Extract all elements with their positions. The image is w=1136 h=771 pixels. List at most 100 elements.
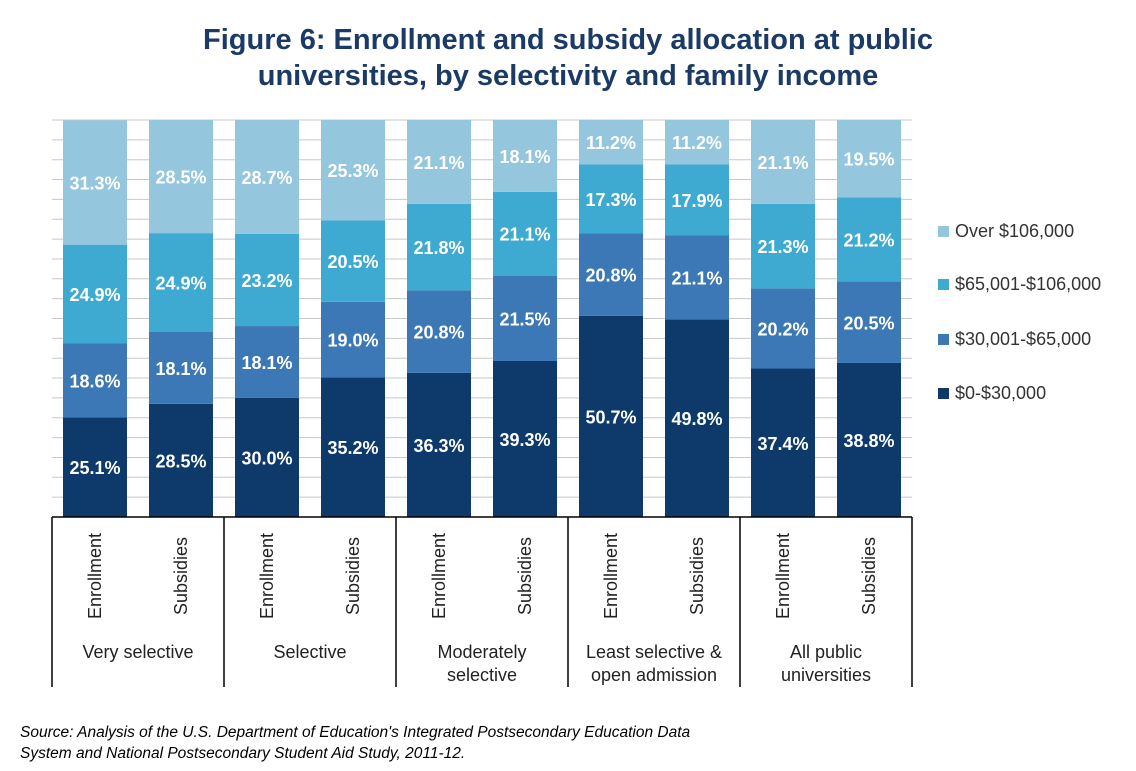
bar-segment	[235, 397, 299, 517]
data-label: 18.1%	[499, 147, 550, 167]
group-label: All public	[790, 642, 862, 662]
bar-segment	[493, 360, 557, 517]
data-label: 21.8%	[413, 238, 464, 258]
bar-segment	[63, 120, 127, 245]
group-label: Least selective &	[586, 642, 722, 662]
data-label: 23.2%	[241, 271, 292, 291]
data-label: 20.2%	[757, 319, 808, 339]
data-label: 20.5%	[843, 313, 894, 333]
data-label: 21.3%	[757, 237, 808, 257]
data-label: 38.8%	[843, 431, 894, 451]
bar-category-label: Subsidies	[343, 537, 363, 615]
legend-label: $65,001-$106,000	[955, 274, 1101, 294]
chart-title: Figure 6: Enrollment and subsidy allocat…	[0, 22, 1136, 94]
bar-segment	[837, 120, 901, 198]
legend-swatch	[938, 388, 949, 399]
data-label: 28.5%	[155, 451, 206, 471]
data-label: 18.6%	[69, 371, 120, 391]
legend-label: $0-$30,000	[955, 383, 1046, 403]
bar-segment	[149, 331, 213, 404]
data-label: 19.0%	[327, 331, 378, 351]
bar-segment	[751, 288, 815, 369]
data-label: 18.1%	[155, 359, 206, 379]
bar-segment	[235, 233, 299, 327]
bar-segment	[321, 377, 385, 517]
bar-category-label: Enrollment	[601, 533, 621, 619]
data-label: 36.3%	[413, 436, 464, 456]
bar-segment	[63, 343, 127, 418]
bar-segment	[579, 315, 643, 517]
data-label: 28.5%	[155, 168, 206, 188]
data-label: 35.2%	[327, 438, 378, 458]
data-label: 18.1%	[241, 353, 292, 373]
data-label: 39.3%	[499, 430, 550, 450]
bar-category-label: Subsidies	[859, 537, 879, 615]
source-note: Source: Analysis of the U.S. Department …	[20, 722, 840, 764]
data-label: 21.1%	[671, 268, 722, 288]
bar-category-label: Enrollment	[773, 533, 793, 619]
data-label: 20.5%	[327, 252, 378, 272]
legend-label: Over $106,000	[955, 221, 1074, 241]
source-note-line-1: Source: Analysis of the U.S. Department …	[20, 724, 691, 741]
data-label: 20.8%	[585, 265, 636, 285]
legend-swatch	[938, 279, 949, 290]
data-label: 17.3%	[585, 190, 636, 210]
bar-segment	[751, 368, 815, 517]
bar-segment	[751, 120, 815, 204]
bar-segment	[493, 191, 557, 276]
data-label: 20.8%	[413, 323, 464, 343]
bar-segment	[149, 120, 213, 234]
bar-segment	[321, 120, 385, 221]
bar-segment	[751, 203, 815, 289]
group-label: universities	[781, 665, 871, 685]
data-label: 25.3%	[327, 161, 378, 181]
bar-segment	[665, 235, 729, 320]
source-note-line-2: System and National Postsecondary Studen…	[20, 745, 466, 762]
data-label: 17.9%	[671, 191, 722, 211]
legend-swatch	[938, 226, 949, 237]
bar-segment	[407, 372, 471, 517]
data-label: 28.7%	[241, 168, 292, 188]
group-label: Selective	[273, 642, 346, 662]
bar-segment	[235, 326, 299, 398]
bar-category-label: Enrollment	[85, 533, 105, 619]
bar-segment	[837, 197, 901, 282]
bar-segment	[235, 120, 299, 234]
data-label: 31.3%	[69, 174, 120, 194]
bar-segment	[407, 203, 471, 291]
data-label: 11.2%	[672, 133, 722, 153]
bar-segment	[837, 281, 901, 363]
data-label: 21.1%	[757, 153, 808, 173]
bar-segment	[321, 220, 385, 302]
chart-title-line-2: universities, by selectivity and family …	[257, 60, 879, 92]
legend-swatch	[938, 334, 949, 345]
group-label: selective	[447, 665, 517, 685]
data-label: 24.9%	[69, 285, 120, 305]
group-label: open admission	[591, 665, 717, 685]
data-label: 37.4%	[757, 434, 808, 454]
data-label: 24.9%	[155, 274, 206, 294]
bar-segment	[407, 290, 471, 373]
data-label: 19.5%	[843, 150, 894, 170]
data-label: 21.1%	[499, 225, 550, 245]
bar-segment	[149, 403, 213, 517]
bar-segment	[665, 319, 729, 517]
bar-segment	[407, 120, 471, 204]
bar-segment	[579, 120, 643, 165]
bar-category-label: Subsidies	[515, 537, 535, 615]
bar-segment	[665, 120, 729, 165]
chart-title-line-1: Figure 6: Enrollment and subsidy allocat…	[203, 24, 933, 56]
bar-segment	[493, 120, 557, 192]
data-label: 30.0%	[241, 448, 292, 468]
bar-segment	[665, 164, 729, 236]
bar-segment	[837, 362, 901, 517]
data-label: 25.1%	[69, 458, 120, 478]
bar-segment	[63, 244, 127, 344]
data-label: 50.7%	[585, 407, 636, 427]
bar-segment	[321, 301, 385, 378]
data-label: 49.8%	[671, 409, 722, 429]
bar-category-label: Subsidies	[171, 537, 191, 615]
bar-segment	[63, 417, 127, 517]
data-label: 21.5%	[499, 309, 550, 329]
